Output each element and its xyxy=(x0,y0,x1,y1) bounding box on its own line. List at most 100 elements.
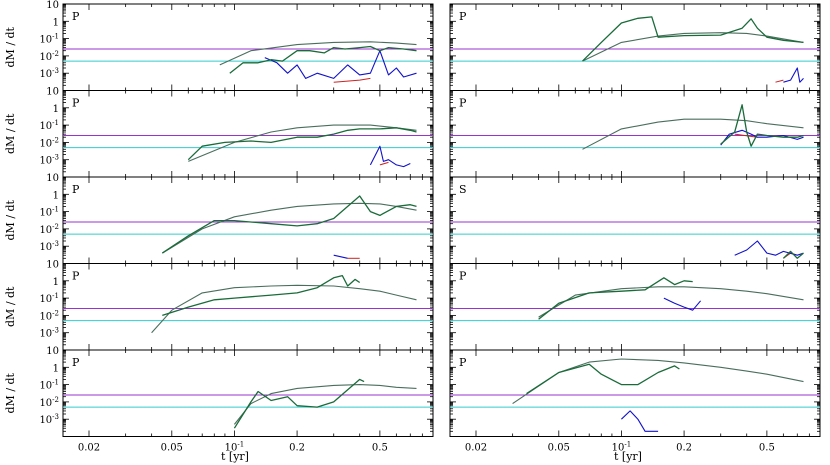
x-tick-label: 0.2 xyxy=(289,443,305,454)
panel-7: P xyxy=(449,263,821,351)
y-tick-label: 10-3 xyxy=(39,154,59,167)
x-tick-label: 10-1 xyxy=(225,441,245,454)
noisy-series-line xyxy=(582,16,804,62)
panel-tag: P xyxy=(459,10,467,23)
red-series-line xyxy=(379,161,389,166)
noisy-series-line xyxy=(233,378,365,429)
y-tick-label: 10-2 xyxy=(39,309,59,322)
y-tick-label: 10-3 xyxy=(39,327,59,340)
x-tick-label: 10-1 xyxy=(612,441,632,454)
smooth-series-line xyxy=(162,202,417,254)
y-tick-label: 10-3 xyxy=(39,413,59,426)
panel-tag: P xyxy=(459,356,467,369)
red-series-line xyxy=(333,77,371,83)
smooth-series-line xyxy=(233,384,417,425)
noisy-series-line xyxy=(720,104,804,147)
panel-frame xyxy=(62,176,434,264)
y-tick-label: 10 xyxy=(46,173,59,184)
panel-3: P xyxy=(449,90,821,178)
smooth-series-line xyxy=(188,124,417,162)
y-tick-label: 10 xyxy=(46,346,59,357)
panel-5: S xyxy=(449,176,821,264)
y-tick-label: 10-2 xyxy=(39,136,59,149)
x-axis-label-left: t [yr] xyxy=(221,450,249,463)
y-axis-label: dM / dt xyxy=(4,372,17,413)
panel-tag: P xyxy=(72,97,80,110)
noisy-series-line xyxy=(162,274,361,317)
panels: P 10 1 10-1 10-2 10-3 dM / dt P P 10 1 10-1 10-2 10-3… xyxy=(4,0,821,454)
y-axis-label: dM / dt xyxy=(4,113,17,154)
blue-series-line xyxy=(621,410,659,432)
noisy-series-line xyxy=(161,195,417,254)
panel-9: P 0.02 0.05 10-1 0.2 0.5 xyxy=(449,349,821,454)
y-tick-label: 10-1 xyxy=(39,119,59,132)
panel-tag: P xyxy=(72,183,80,196)
red-series-line xyxy=(775,79,784,83)
x-tick-label: 0.2 xyxy=(676,443,692,454)
y-tick-label: 10 xyxy=(46,0,59,11)
panel-frame xyxy=(62,90,434,178)
panel-frame xyxy=(449,90,821,178)
x-tick-label: 0.02 xyxy=(78,443,100,454)
blue-series-line xyxy=(264,50,417,79)
blue-series-line xyxy=(333,254,348,259)
y-axis-label: dM / dt xyxy=(4,286,17,327)
y-tick-label: 10-2 xyxy=(39,223,59,236)
y-tick-label: 10-3 xyxy=(39,67,59,80)
panel-frame xyxy=(449,3,821,91)
panel-tag: P xyxy=(72,356,80,369)
x-tick-label: 0.02 xyxy=(465,443,487,454)
panel-4: P 10 1 10-1 10-2 10-3 dM / dt xyxy=(4,173,434,264)
panel-0: P 10 1 10-1 10-2 10-3 dM / dt xyxy=(4,0,434,91)
smooth-series-line xyxy=(151,284,417,334)
panel-frame xyxy=(449,349,821,437)
smooth-series-line xyxy=(582,32,804,62)
noisy-series-line xyxy=(187,127,417,161)
y-tick-label: 10-2 xyxy=(39,50,59,63)
panel-tag: P xyxy=(72,10,80,23)
y-tick-label: 10 xyxy=(46,260,59,271)
panel-frame xyxy=(449,263,821,351)
x-tick-label: 0.5 xyxy=(759,443,775,454)
smooth-series-line xyxy=(582,118,804,150)
panel-tag: P xyxy=(459,97,467,110)
y-tick-label: 10-2 xyxy=(39,396,59,409)
noisy-series-line xyxy=(782,250,804,259)
panel-6: P 10 1 10-1 10-2 10-3 dM / dt xyxy=(4,260,434,351)
noisy-series-line xyxy=(526,363,680,395)
y-tick-label: 10-1 xyxy=(39,206,59,219)
y-tick-label: 10-3 xyxy=(39,240,59,253)
panel-tag: P xyxy=(72,270,80,283)
y-axis-label: dM / dt xyxy=(4,26,17,67)
y-tick-label: 1 xyxy=(53,17,59,28)
noisy-series-line xyxy=(538,277,693,320)
smooth-series-line xyxy=(219,41,417,66)
panel-frame xyxy=(62,3,434,91)
panel-8: P 10 1 10-1 10-2 10-3 dM / dt 0.02 0.05 10-1 0.2 0.… xyxy=(4,346,434,454)
y-axis-label: dM / dt xyxy=(4,199,17,240)
y-tick-label: 10 xyxy=(46,87,59,98)
panel-frame xyxy=(62,263,434,351)
panel-2: P 10 1 10-1 10-2 10-3 dM / dt xyxy=(4,87,434,178)
smooth-series-line xyxy=(512,358,804,405)
y-tick-label: 10-1 xyxy=(39,379,59,392)
y-tick-label: 1 xyxy=(53,190,59,201)
red-series-line xyxy=(734,133,758,138)
blue-series-line xyxy=(783,67,804,83)
panel-1: P xyxy=(449,3,821,91)
y-tick-label: 1 xyxy=(53,363,59,374)
panel-frame xyxy=(62,349,434,437)
x-axis-label-right: t [yr] xyxy=(614,450,642,463)
panel-tag: P xyxy=(459,270,467,283)
x-tick-label: 0.05 xyxy=(548,443,570,454)
y-tick-label: 10-1 xyxy=(39,33,59,46)
x-tick-label: 0.05 xyxy=(161,443,183,454)
y-tick-label: 1 xyxy=(53,277,59,288)
blue-series-line xyxy=(369,145,411,168)
y-tick-label: 1 xyxy=(53,104,59,115)
blue-series-line xyxy=(663,297,702,311)
panel-tag: S xyxy=(459,183,467,196)
blue-series-line xyxy=(734,240,804,256)
noisy-series-line xyxy=(229,45,417,74)
